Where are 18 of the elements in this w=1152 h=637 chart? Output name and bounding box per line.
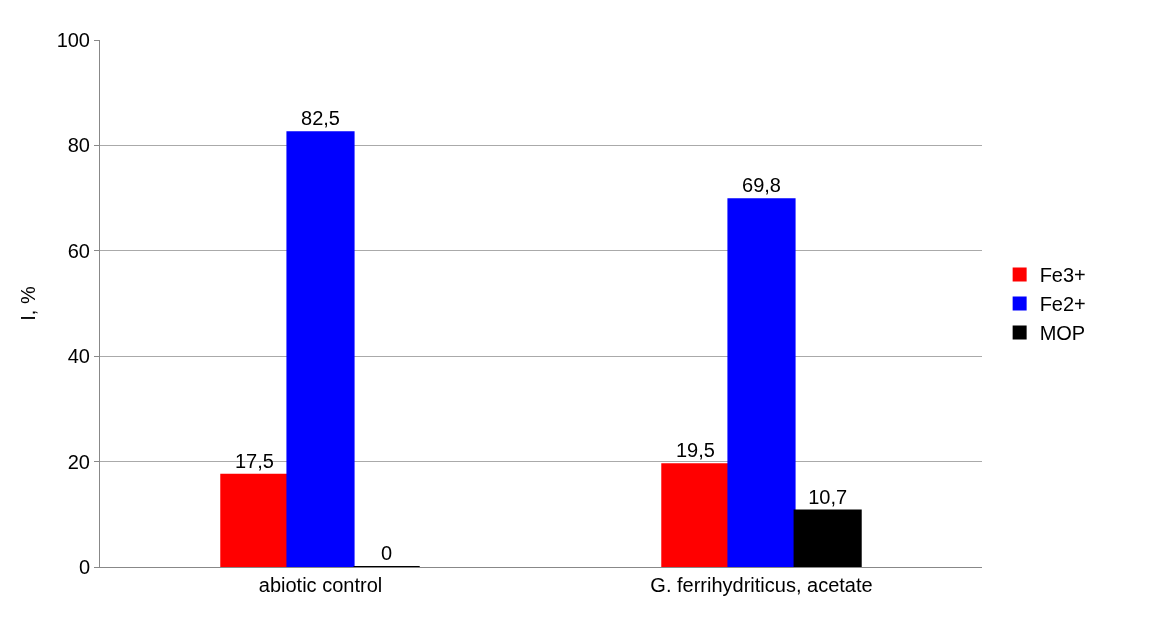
data-label: 17,5 <box>234 449 274 472</box>
y-tick-label: 40 <box>67 345 90 368</box>
legend-label: Fe2+ <box>1039 293 1086 316</box>
y-tick-label: 60 <box>67 239 90 262</box>
data-label: 0 <box>381 542 393 564</box>
y-tick-label: 100 <box>56 29 90 51</box>
data-label: 19,5 <box>675 439 715 462</box>
data-label: 69,8 <box>742 174 781 197</box>
y-tick-label: 80 <box>67 134 90 157</box>
data-label: 82,5 <box>301 107 340 130</box>
y-axis-title: I, % <box>17 286 40 321</box>
x-tick-label: abiotic control <box>258 574 383 596</box>
x-tick-label: G. ferrihydriticus, acetate <box>650 574 873 596</box>
y-tick-label: 0 <box>78 556 90 578</box>
data-label: 10,7 <box>808 485 848 508</box>
y-tick-label: 20 <box>67 450 90 473</box>
legend-label: MOP <box>1039 322 1086 345</box>
legend-label: Fe3+ <box>1039 264 1086 287</box>
